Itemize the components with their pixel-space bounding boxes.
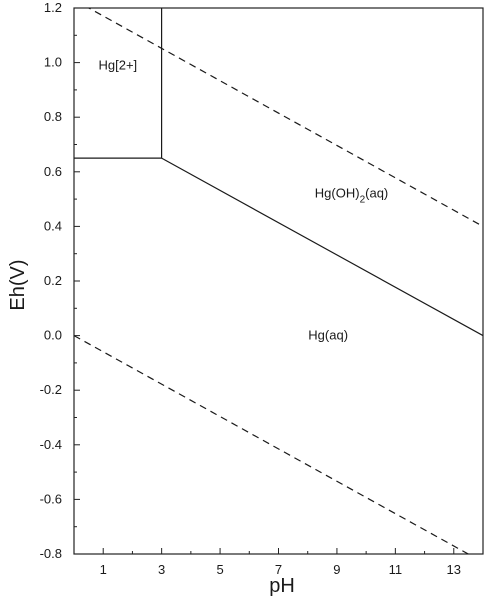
x-tick-label: 13 xyxy=(447,562,461,577)
x-tick-label: 3 xyxy=(158,562,165,577)
y-tick-label: 0.0 xyxy=(44,328,62,343)
y-axis-title: Eh(V) xyxy=(7,259,29,310)
region-labels: Hg[2+] Hg(OH)2(aq) Hg(aq) xyxy=(98,57,388,342)
y-tick-label: 0.4 xyxy=(44,218,62,233)
phase-boundary-line-2 xyxy=(161,157,483,337)
y-tick-label: 0.6 xyxy=(44,164,62,179)
y-tick-label: 1.2 xyxy=(44,0,62,15)
y-tick-label: -0.4 xyxy=(40,437,62,452)
region-label-1: Hg(OH)2(aq) xyxy=(315,186,388,206)
y-tick-label: -0.2 xyxy=(40,382,62,397)
x-tick-label: 5 xyxy=(216,562,223,577)
y-tick-label: 0.8 xyxy=(44,109,62,124)
x-tick-label: 9 xyxy=(333,562,340,577)
region-label-0: Hg[2+] xyxy=(98,57,137,72)
y-tick-label: 0.2 xyxy=(44,273,62,288)
boundary-lines xyxy=(74,8,483,554)
y-tick-label: -0.8 xyxy=(40,546,62,561)
x-tick-label: 11 xyxy=(389,562,403,577)
y-tick-label: -0.6 xyxy=(40,491,62,506)
x-axis-title: pH xyxy=(269,575,295,597)
x-tick-label: 1 xyxy=(100,562,107,577)
region-label-2: Hg(aq) xyxy=(308,328,348,343)
y-tick-label: 1.0 xyxy=(44,55,62,70)
x-axis-ticks: 1 3 5 7 9 11 13 xyxy=(100,548,461,577)
x-tick-label: 7 xyxy=(275,562,282,577)
water-stability-line-4 xyxy=(74,335,470,554)
y-axis-ticks: -0.8 -0.6 -0.4 -0.2 0.0 0.2 0.4 0.6 0.8 1.0 1.2 xyxy=(40,0,80,561)
water-stability-line-3 xyxy=(87,8,483,227)
plot-frame xyxy=(73,7,484,555)
